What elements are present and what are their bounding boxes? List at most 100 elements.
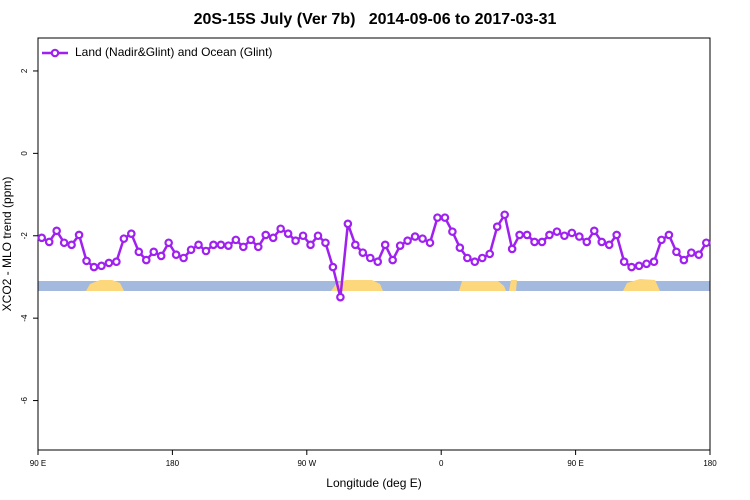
data-point <box>403 236 412 246</box>
data-point <box>276 224 285 234</box>
data-point <box>612 230 621 240</box>
y-tick-label: 0 <box>20 151 29 156</box>
data-point <box>119 234 129 243</box>
data-point <box>283 229 293 239</box>
data-point <box>239 242 248 252</box>
data-point <box>52 226 61 236</box>
data-point <box>395 241 405 250</box>
y-tick-label: -2 <box>20 232 29 240</box>
data-point <box>410 232 420 241</box>
data-point <box>171 250 181 260</box>
data-point <box>194 240 203 250</box>
data-point <box>291 236 300 246</box>
data-point <box>582 237 592 247</box>
land-ocean-band <box>38 279 710 291</box>
data-point <box>380 240 390 250</box>
data-point <box>642 259 651 269</box>
land-band <box>459 281 506 291</box>
data-point <box>89 262 99 272</box>
data-point <box>149 247 159 257</box>
data-point <box>164 238 173 248</box>
y-tick-label: 2 <box>20 68 29 73</box>
data-point <box>604 240 614 250</box>
data-point <box>179 253 188 263</box>
data-point <box>530 237 539 247</box>
y-axis-label: XCO2 - MLO trend (ppm) <box>0 177 14 312</box>
data-point <box>672 247 681 257</box>
data-point <box>321 238 330 248</box>
data-point <box>664 230 674 240</box>
data-point <box>67 240 76 250</box>
chart-title: 20S-15S July (Ver 7b) 2014-09-06 to 2017… <box>194 11 557 28</box>
data-point <box>649 257 659 267</box>
data-point <box>253 242 263 252</box>
data-point <box>470 257 480 267</box>
data-point <box>619 257 629 267</box>
data-point <box>455 243 465 253</box>
data-point <box>224 241 233 250</box>
data-point <box>201 246 211 256</box>
data-point <box>37 233 47 243</box>
data-point <box>440 213 450 222</box>
data-point <box>97 261 106 271</box>
data-point <box>134 247 144 257</box>
land-band <box>509 280 517 291</box>
data-point <box>515 230 524 240</box>
data-point <box>537 237 547 247</box>
data-point <box>597 237 607 247</box>
data-point <box>261 230 271 240</box>
data-point <box>433 213 442 222</box>
data-point <box>82 256 91 266</box>
data-point <box>522 230 532 240</box>
data-point <box>298 231 308 241</box>
data-point <box>545 230 554 240</box>
legend-marker <box>50 48 60 58</box>
x-tick-label: 180 <box>166 459 180 468</box>
data-point <box>231 235 241 245</box>
data-point <box>567 228 577 238</box>
data-point <box>127 229 136 239</box>
data-point <box>425 238 435 248</box>
y-tick-label: -4 <box>20 314 29 322</box>
data-point <box>694 250 704 260</box>
data-point <box>560 231 569 241</box>
data-point <box>477 253 487 263</box>
legend-label: Land (Nadir&Glint) and Ocean (Glint) <box>75 45 272 59</box>
data-point <box>701 238 711 248</box>
data-point <box>448 227 457 236</box>
x-tick-label: 90 E <box>567 459 583 468</box>
data-point <box>306 240 315 250</box>
data-point <box>336 292 345 302</box>
land-band <box>331 280 383 291</box>
data-point <box>388 255 397 265</box>
data-point <box>552 227 562 236</box>
x-axis-label: Longitude (deg E) <box>326 476 421 490</box>
data-point <box>104 258 114 268</box>
data-point <box>156 251 166 261</box>
y-tick-label: -6 <box>20 396 29 404</box>
data-point <box>463 253 472 263</box>
data-point <box>507 244 517 254</box>
data-point <box>44 237 54 247</box>
x-tick-label: 90 E <box>30 459 46 468</box>
data-point <box>575 232 584 241</box>
data-point <box>328 262 338 272</box>
data-point <box>74 230 84 240</box>
data-point <box>679 255 689 265</box>
data-point <box>418 234 427 243</box>
x-tick-label: 180 <box>703 459 717 468</box>
x-tick-label: 0 <box>439 459 444 468</box>
data-point <box>634 261 644 271</box>
data-point <box>216 240 226 250</box>
data-point <box>485 249 495 259</box>
data-point <box>589 226 599 236</box>
data-point <box>627 262 636 272</box>
land-band <box>86 280 124 291</box>
data-point <box>500 210 509 220</box>
data-point <box>112 257 121 267</box>
data-point <box>492 222 502 231</box>
data-point <box>687 248 696 257</box>
data-point <box>268 233 278 243</box>
